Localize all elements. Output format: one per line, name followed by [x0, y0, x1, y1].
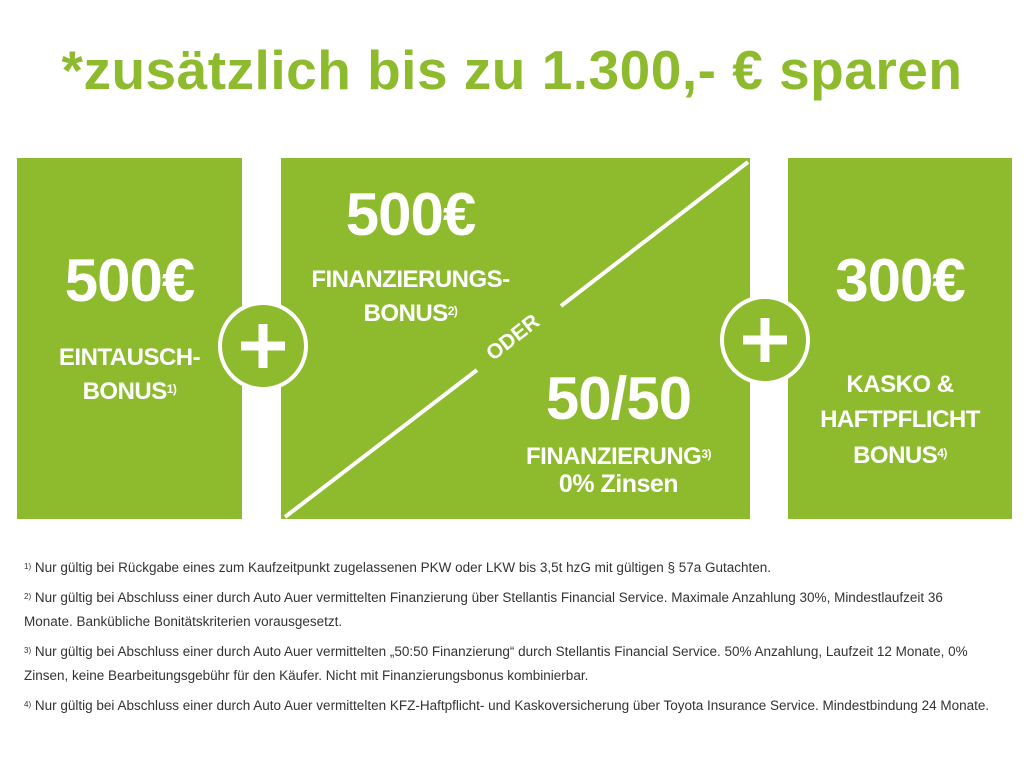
- fifty-fifty-label-1: FINANZIERUNG3): [384, 441, 853, 472]
- trade-in-label-1: EINTAUSCH-: [58, 344, 201, 371]
- footnote-mark: 3): [24, 645, 32, 655]
- trade-in-label-2: BONUS1): [17, 376, 242, 407]
- headline: *zusätzlich bis zu 1.300,- € sparen: [61, 39, 963, 101]
- footnotes: 1) Nur gültig bei Rückgabe eines zum Kau…: [24, 556, 994, 723]
- footnote-mark: 1): [166, 382, 177, 396]
- fifty-fifty-label-2: 0% Zinsen: [558, 470, 679, 498]
- footnote-mark: 4): [937, 446, 947, 460]
- insurance-bonus-box: 300€ KASKO & HAFTPFLICHT BONUS4): [788, 158, 1012, 519]
- financing-bonus-label-1: FINANZIERUNGS-: [311, 266, 510, 293]
- footnote-mark: 1): [24, 562, 32, 571]
- financing-bonus-label-2: BONUS2): [176, 298, 645, 329]
- trade-in-label-text: BONUS: [82, 378, 168, 405]
- footnote-text: Nur gültig bei Abschluss einer durch Aut…: [24, 643, 968, 684]
- footnote-2: 2) Nur gültig bei Abschluss einer durch …: [24, 586, 994, 635]
- plus-icon: [720, 295, 810, 385]
- fifty-fifty-label-text: FINANZIERUNG: [526, 443, 702, 470]
- footnote-mark: 2): [447, 304, 458, 318]
- footnote-mark: 2): [24, 591, 32, 601]
- footnote-4: 4) Nur gültig bei Abschluss einer durch …: [24, 694, 994, 719]
- diagonal-divider: [283, 160, 750, 519]
- footnote-text: Nur gültig bei Rückgabe eines zum Kaufze…: [34, 560, 772, 575]
- insurance-label-3: BONUS4): [788, 440, 1012, 471]
- fifty-fifty-amount: 50/50: [545, 365, 692, 432]
- insurance-label-2: HAFTPFLICHT: [820, 406, 980, 433]
- insurance-label-text: BONUS: [853, 442, 938, 469]
- footnote-mark: 3): [701, 447, 711, 461]
- trade-in-bonus-box: 500€ EINTAUSCH- BONUS1): [17, 158, 242, 519]
- footnote-text: Nur gültig bei Abschluss einer durch Aut…: [24, 589, 943, 630]
- footnote-3: 3) Nur gültig bei Abschluss einer durch …: [24, 640, 994, 689]
- insurance-label-1: KASKO &: [846, 371, 954, 398]
- financing-bonus-amount: 500€: [345, 181, 476, 248]
- financing-options-box: 500€ FINANZIERUNGS- BONUS2) ODER 50/50 F…: [281, 158, 750, 519]
- footnote-mark: 4): [24, 699, 32, 709]
- footnote-text: Nur gültig bei Abschluss einer durch Aut…: [34, 697, 990, 713]
- insurance-amount: 300€: [835, 247, 965, 314]
- footnote-1: 1) Nur gültig bei Rückgabe eines zum Kau…: [24, 556, 994, 581]
- financing-bonus-label-text: BONUS: [363, 300, 449, 327]
- plus-icon: [218, 301, 308, 391]
- trade-in-amount: 500€: [64, 247, 195, 314]
